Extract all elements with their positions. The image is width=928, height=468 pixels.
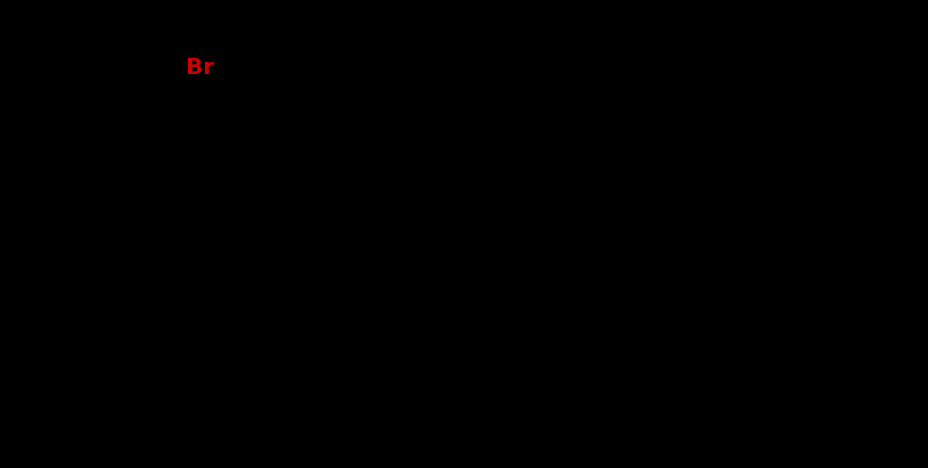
Text: Br: Br	[186, 58, 213, 78]
